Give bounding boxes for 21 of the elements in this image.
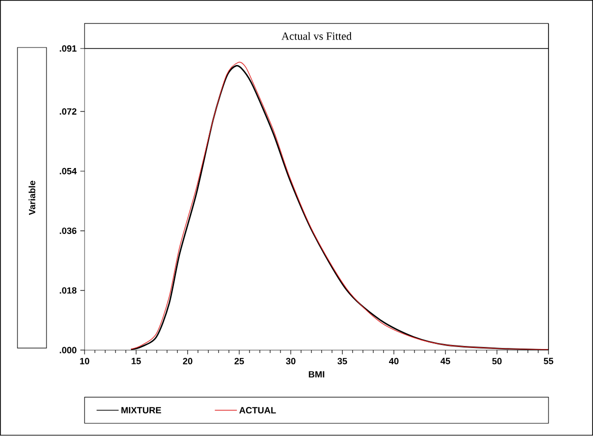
x-tick-label: 35 [338,358,348,364]
y-tick-label: .072 [60,108,76,115]
x-axis-title: BMI [308,371,324,378]
legend-label: MIXTURE [121,407,162,414]
y-tick-label: .018 [60,287,76,294]
y-tick-label: .054 [60,168,77,174]
x-tick-label: 40 [388,358,399,364]
y-tick-label: .036 [60,228,76,234]
x-tick-label: 45 [440,358,450,364]
chart-title: Actual vs Fitted [281,32,352,40]
x-tick-label: 30 [286,358,296,364]
x-tick-label: 10 [80,358,90,364]
x-tick-label: 15 [132,358,141,364]
legend-label: ACTUAL [239,407,276,414]
x-tick-label: 25 [234,358,244,364]
x-tick-label: 50 [492,358,502,364]
x-tick-label: 20 [182,358,192,364]
y-tick-label: .000 [60,347,76,354]
y-axis-title: Variable [28,180,36,216]
x-tick-label: 55 [544,358,554,364]
y-tick-label: .091 [60,45,77,52]
